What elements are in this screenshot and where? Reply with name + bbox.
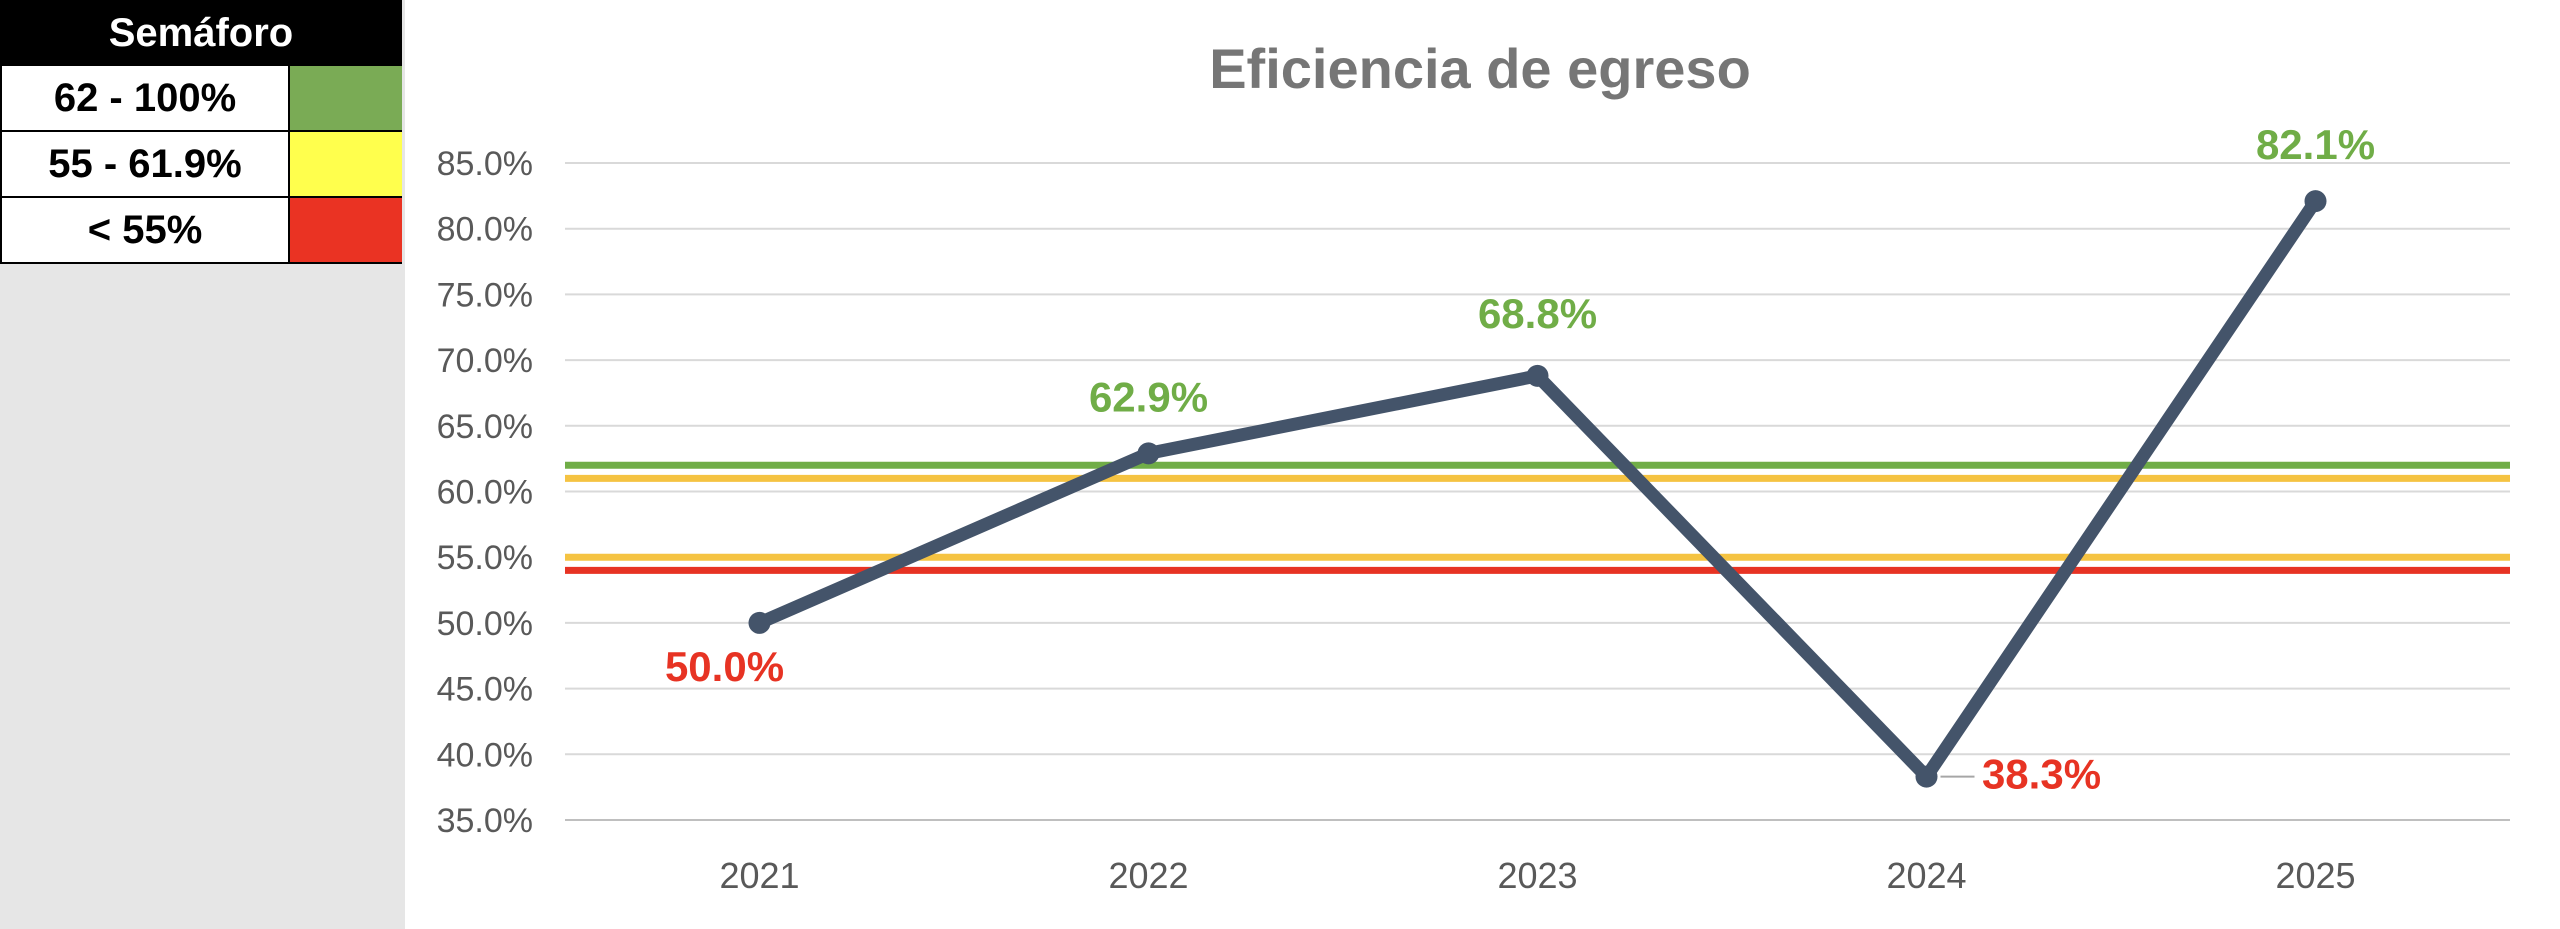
x-axis-ticks: 2021 2022 2023 2024 2025 xyxy=(719,855,2355,896)
x-tick-label: 2022 xyxy=(1108,855,1188,896)
y-tick-label: 65.0% xyxy=(437,408,533,446)
series-line xyxy=(748,190,2327,788)
data-point xyxy=(1915,765,1938,788)
y-tick-label: 70.0% xyxy=(437,342,533,380)
legend-label-red: < 55% xyxy=(2,198,290,262)
y-tick-label: 60.0% xyxy=(437,474,533,512)
data-label: 68.8% xyxy=(1478,290,1597,337)
legend-swatch-red xyxy=(290,198,402,262)
y-tick-label: 85.0% xyxy=(437,145,533,183)
data-label: 50.0% xyxy=(665,643,784,690)
y-tick-label: 75.0% xyxy=(437,276,533,314)
chart-title: Eficiencia de egreso xyxy=(1209,37,1751,100)
data-label: 38.3% xyxy=(1982,751,2101,798)
legend-row-yellow: 55 - 61.9% xyxy=(0,132,402,198)
x-tick-label: 2025 xyxy=(2275,855,2355,896)
data-label: 62.9% xyxy=(1089,373,1208,420)
data-labels: 50.0% 62.9% 68.8% 38.3% 82.1% xyxy=(665,121,2375,798)
data-point xyxy=(748,611,771,634)
legend-title: Semáforo xyxy=(0,0,402,66)
series-path xyxy=(753,194,2322,784)
data-label: 82.1% xyxy=(2256,121,2375,168)
y-tick-label: 50.0% xyxy=(437,605,533,643)
y-tick-label: 35.0% xyxy=(437,802,533,840)
reference-lines xyxy=(565,461,2510,574)
legend-label-green: 62 - 100% xyxy=(2,66,290,130)
x-tick-label: 2024 xyxy=(1886,855,1966,896)
y-tick-label: 55.0% xyxy=(437,539,533,577)
legend-row-red: < 55% xyxy=(0,198,402,264)
chart-area: Eficiencia de egreso 35.0% 40.0% 45.0% 50.0… xyxy=(405,0,2560,929)
x-tick-label: 2023 xyxy=(1497,855,1577,896)
line-chart: Eficiencia de egreso 35.0% 40.0% 45.0% 50.0… xyxy=(437,37,2510,896)
data-point xyxy=(1526,364,1549,387)
gridlines xyxy=(565,162,2510,821)
legend-label-yellow: 55 - 61.9% xyxy=(2,132,290,196)
legend-row-green: 62 - 100% xyxy=(0,66,402,132)
semaforo-legend: Semáforo 62 - 100% 55 - 61.9% < 55% xyxy=(0,0,402,264)
data-point xyxy=(2304,190,2327,213)
y-axis-ticks: 35.0% 40.0% 45.0% 50.0% 55.0% 60.0% 65.0% 70.0%… xyxy=(437,145,533,840)
legend-swatch-yellow xyxy=(290,132,402,196)
y-tick-label: 80.0% xyxy=(437,211,533,249)
y-tick-label: 45.0% xyxy=(437,671,533,709)
legend-swatch-green xyxy=(290,66,402,130)
x-tick-label: 2021 xyxy=(719,855,799,896)
data-point xyxy=(1137,442,1160,465)
y-tick-label: 40.0% xyxy=(437,736,533,774)
